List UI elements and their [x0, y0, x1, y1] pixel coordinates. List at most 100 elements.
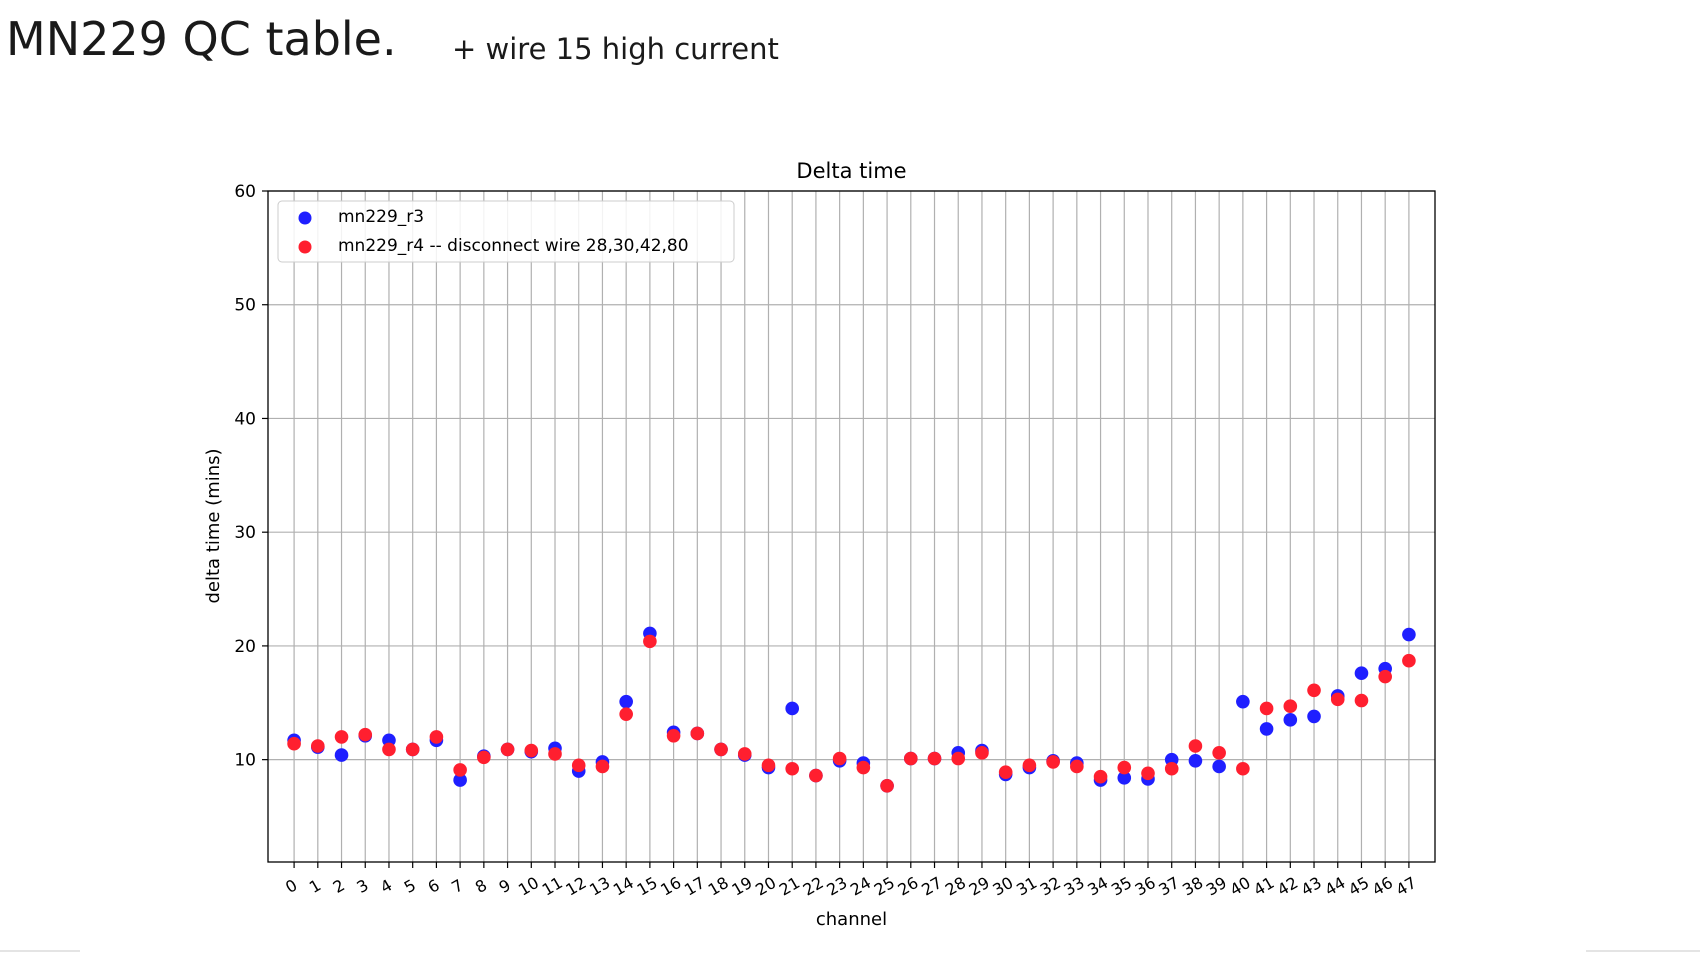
- point-r4-ch2: [334, 730, 349, 744]
- point-r4-ch25: [880, 779, 894, 793]
- x-tick-label: 8: [472, 875, 490, 897]
- point-r4-ch46: [1378, 669, 1392, 684]
- point-r4-ch12: [571, 758, 586, 773]
- x-tick-label: 11: [539, 873, 566, 900]
- point-r3-ch38: [1188, 753, 1203, 768]
- point-r4-ch45: [1354, 693, 1369, 708]
- x-tick-label: 0: [282, 875, 300, 897]
- x-tick-label: 24: [847, 873, 874, 900]
- point-r4-ch21: [785, 761, 800, 776]
- point-r4-ch8: [477, 750, 491, 765]
- point-r4-ch30: [998, 765, 1013, 779]
- bottom-divider-right: [1586, 950, 1700, 952]
- legend: mn229_r3 mn229_r4 -- disconnect wire 28,…: [277, 200, 735, 263]
- point-r3-ch7: [453, 773, 467, 787]
- x-tick-label: 10: [515, 873, 542, 900]
- x-tick-label: 17: [681, 873, 708, 900]
- point-r4-ch5: [405, 742, 420, 757]
- point-r4-ch4: [382, 742, 396, 757]
- x-tick-label: 47: [1393, 873, 1420, 900]
- point-r4-ch11: [548, 747, 562, 761]
- point-r4-ch6: [429, 730, 444, 744]
- x-tick-label: 33: [1061, 873, 1088, 900]
- y-tick-label: 60: [234, 182, 256, 202]
- x-tick-label: 28: [942, 873, 969, 900]
- y-axis-label: delta time (mins): [203, 448, 224, 603]
- x-tick-label: 12: [562, 873, 589, 900]
- x-tick-label: 42: [1274, 873, 1301, 900]
- point-r4-ch39: [1212, 746, 1226, 760]
- grid: [268, 190, 1435, 862]
- x-tick-label: 1: [306, 875, 324, 897]
- point-r4-ch23: [832, 751, 847, 766]
- x-tick-label: 39: [1203, 873, 1230, 900]
- x-tick-label: 18: [705, 873, 732, 900]
- point-r3-ch47: [1402, 627, 1416, 642]
- point-r4-ch36: [1141, 766, 1155, 781]
- x-tick-label: 46: [1369, 873, 1396, 900]
- scatter-points: [287, 626, 1416, 793]
- legend-label-r3: mn229_r3: [338, 207, 424, 227]
- slide-title: MN229 QC table.: [6, 12, 397, 66]
- legend-marker-r4: [298, 240, 312, 254]
- point-r4-ch13: [595, 759, 610, 774]
- chart-title: Delta time: [796, 159, 906, 183]
- legend-marker-r3: [298, 211, 312, 225]
- x-tick-label: 20: [752, 873, 779, 900]
- legend-box: [277, 200, 735, 263]
- point-r4-ch3: [358, 727, 373, 742]
- point-r4-ch22: [809, 768, 823, 783]
- point-r3-ch2: [334, 748, 349, 762]
- plot-frame: [267, 190, 1436, 863]
- point-r4-ch20: [761, 758, 776, 773]
- x-tick-label: 6: [424, 875, 442, 897]
- point-r4-ch16: [666, 728, 681, 743]
- x-tick-label: 30: [989, 873, 1016, 900]
- y-tick-label: 20: [234, 637, 256, 657]
- point-r4-ch9: [500, 742, 515, 757]
- point-r4-ch35: [1117, 760, 1132, 775]
- x-tick-label: 43: [1298, 873, 1325, 900]
- point-r4-ch40: [1236, 761, 1250, 776]
- x-tick-label: 16: [657, 873, 684, 900]
- x-tick-label: 3: [353, 875, 371, 897]
- point-r4-ch7: [453, 763, 467, 777]
- point-r4-ch34: [1093, 769, 1108, 784]
- point-r4-ch19: [737, 747, 752, 761]
- x-tick-label: 26: [894, 873, 921, 900]
- point-r4-ch1: [311, 739, 325, 753]
- point-r4-ch32: [1046, 755, 1060, 769]
- plot-area: [268, 191, 1435, 862]
- legend-label-r4: mn229_r4 -- disconnect wire 28,30,42,80: [338, 236, 689, 256]
- x-tick-label: 34: [1084, 873, 1111, 900]
- x-axis-label: channel: [816, 909, 887, 930]
- point-r3-ch21: [785, 701, 800, 716]
- x-tick-label: 40: [1227, 873, 1254, 900]
- x-tick-label: 9: [496, 875, 514, 897]
- point-r4-ch31: [1022, 758, 1037, 773]
- point-r4-ch26: [903, 751, 918, 766]
- x-tick-label: 27: [918, 873, 945, 900]
- point-r4-ch17: [690, 726, 705, 741]
- x-tick-label: 21: [776, 873, 803, 900]
- x-tick-label: 38: [1179, 873, 1206, 900]
- point-r4-ch14: [619, 707, 633, 721]
- point-r4-ch47: [1402, 653, 1416, 668]
- x-tick-label: 19: [728, 873, 755, 900]
- x-tick-label: 25: [871, 873, 898, 900]
- x-tick-label: 4: [377, 875, 395, 897]
- point-r4-ch43: [1307, 683, 1321, 698]
- x-tick-label: 13: [586, 873, 613, 900]
- y-tick-label: 50: [234, 296, 256, 316]
- point-r4-ch33: [1070, 759, 1084, 774]
- point-r4-ch15: [643, 634, 657, 649]
- x-tick-label: 14: [610, 873, 637, 900]
- x-tick-label: 22: [800, 873, 827, 900]
- point-r3-ch40: [1236, 694, 1250, 709]
- point-r4-ch18: [714, 742, 728, 757]
- x-tick-label: 5: [401, 875, 419, 897]
- point-r4-ch42: [1283, 699, 1298, 713]
- point-r3-ch45: [1354, 666, 1369, 681]
- y-tick-label: 10: [234, 751, 256, 771]
- x-tick-label: 15: [634, 873, 661, 900]
